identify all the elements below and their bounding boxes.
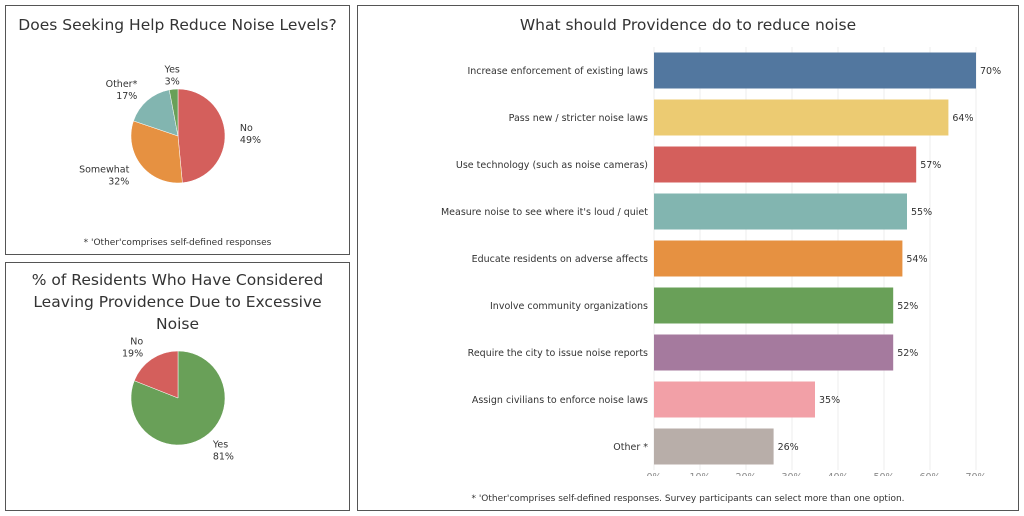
x-tick-label: 20% bbox=[735, 472, 756, 476]
pie-slice-no bbox=[177, 88, 226, 184]
data-label: 54% bbox=[906, 254, 927, 265]
x-tick-label: 10% bbox=[689, 472, 710, 476]
pie-panel-seeking-help: Does Seeking Help Reduce Noise Levels? N… bbox=[5, 5, 350, 255]
pie-slice-yes bbox=[168, 88, 179, 137]
pie-slice-somewhat bbox=[130, 120, 183, 184]
x-tick-label: 70% bbox=[965, 472, 986, 476]
bar bbox=[654, 334, 894, 371]
slice-label: No bbox=[130, 337, 143, 348]
slice-value: 17% bbox=[116, 91, 137, 102]
pie-slice-no bbox=[133, 350, 179, 399]
bar bbox=[654, 52, 976, 89]
x-tick-label: 30% bbox=[781, 472, 802, 476]
bar bbox=[654, 428, 774, 465]
x-tick-label: 60% bbox=[919, 472, 940, 476]
category-label: Involve community organizations bbox=[490, 301, 648, 312]
chart-title: Does Seeking Help Reduce Noise Levels? bbox=[18, 16, 337, 34]
data-label: 52% bbox=[897, 348, 918, 359]
slice-label: Other* bbox=[106, 79, 138, 90]
data-label: 26% bbox=[778, 442, 799, 453]
data-label: 70% bbox=[980, 66, 1001, 77]
chart-title: % of Residents Who Have Considered Leavi… bbox=[31, 271, 324, 333]
slice-value: 19% bbox=[122, 349, 143, 360]
pie-slice-other bbox=[133, 89, 179, 137]
x-tick-label: 40% bbox=[827, 472, 848, 476]
category-label: Pass new / stricter noise laws bbox=[509, 113, 648, 124]
x-tick-label: 0% bbox=[646, 472, 661, 476]
data-label: 52% bbox=[897, 301, 918, 312]
slice-label: Yes bbox=[212, 439, 228, 450]
chart-note: * 'Other'comprises self-defined response… bbox=[471, 494, 905, 504]
chart-note: * 'Other'comprises self-defined response… bbox=[83, 238, 272, 248]
bar bbox=[654, 146, 917, 183]
bar bbox=[654, 193, 907, 230]
x-tick-label: 50% bbox=[873, 472, 894, 476]
chart-title: What should Providence do to reduce nois… bbox=[519, 16, 857, 34]
bar bbox=[654, 287, 894, 324]
bar bbox=[654, 99, 949, 136]
data-label: 55% bbox=[911, 207, 932, 218]
bar-chart-reduce-noise: 0% 10% 20% 30% 40% 50% 60% 70% Increase enforcem… bbox=[441, 47, 1001, 476]
slice-value: 32% bbox=[108, 176, 129, 187]
slice-value: 49% bbox=[240, 135, 261, 146]
slice-value: 81% bbox=[213, 451, 234, 462]
data-label: 57% bbox=[920, 160, 941, 171]
slice-label: Somewhat bbox=[79, 164, 130, 175]
category-label: Increase enforcement of existing laws bbox=[467, 66, 648, 77]
category-label: Require the city to issue noise reports bbox=[468, 348, 648, 359]
slice-label: No bbox=[240, 123, 253, 134]
slice-value: 3% bbox=[165, 76, 180, 87]
pie-panel-considered-leaving: % of Residents Who Have Considered Leavi… bbox=[5, 262, 350, 511]
bar bbox=[654, 240, 903, 277]
bar-panel-reduce-noise: What should Providence do to reduce nois… bbox=[357, 5, 1019, 511]
bar bbox=[654, 381, 815, 418]
category-label: Assign civilians to enforce noise laws bbox=[472, 395, 648, 406]
category-label: Other * bbox=[613, 442, 648, 453]
data-label: 64% bbox=[952, 113, 973, 124]
category-label: Measure noise to see where it's loud / q… bbox=[441, 207, 648, 218]
data-label: 35% bbox=[819, 395, 840, 406]
category-label: Use technology (such as noise cameras) bbox=[456, 160, 648, 171]
slice-label: Yes bbox=[164, 64, 180, 75]
category-label: Educate residents on adverse affects bbox=[472, 254, 648, 265]
